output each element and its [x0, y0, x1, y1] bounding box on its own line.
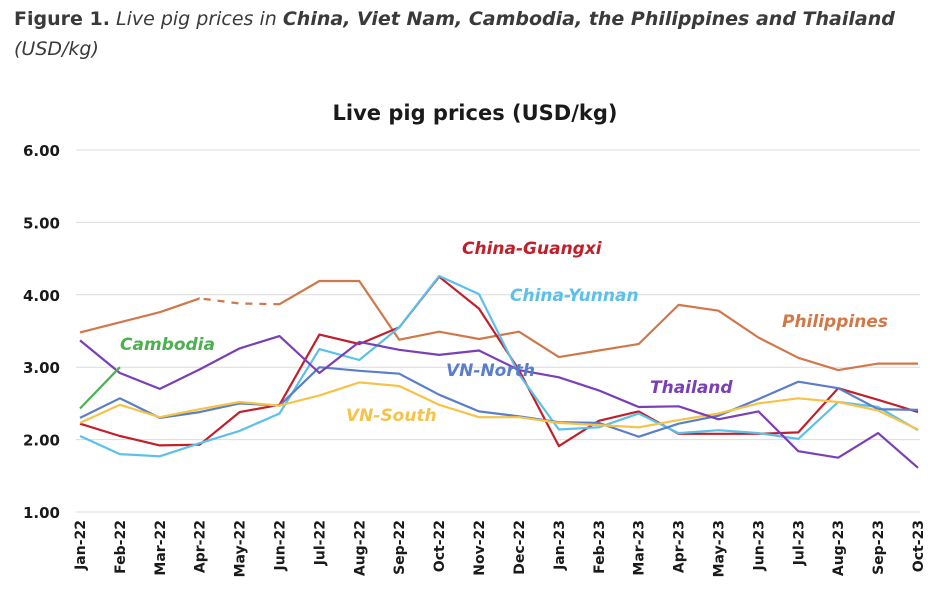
y-tick-label: 3.00 [23, 359, 60, 377]
x-tick-label: Mar-22 [153, 520, 169, 576]
x-tick-label: Jul-22 [312, 520, 328, 566]
series-line-cambodia [79, 366, 121, 410]
series-label-vn-south: VN-South [346, 406, 437, 426]
x-tick-label: Sep-22 [392, 520, 408, 575]
x-tick-label: Mar-23 [632, 520, 648, 576]
y-tick-label: 5.00 [23, 214, 60, 232]
y-tick-label: 1.00 [23, 504, 60, 522]
x-tick-label: Apr-22 [193, 520, 209, 573]
series-label-vn-north: VN-North [446, 361, 535, 381]
x-tick-label: Jun-22 [273, 520, 289, 571]
x-tick-label: Jan-23 [552, 520, 568, 571]
x-tick-label: Feb-23 [592, 520, 608, 574]
x-tick-label: Feb-22 [113, 520, 129, 574]
series-label-china-guangxi: China-Guangxi [462, 239, 603, 259]
x-tick-label: Jun-23 [751, 520, 767, 571]
series-label-philippines: Philippines [782, 312, 888, 332]
series-label-china-yunnan: China-Yunnan [510, 286, 639, 306]
caption-unit: (USD/kg) [14, 38, 99, 60]
x-tick-label: Dec-22 [512, 520, 528, 575]
series-line-china-yunnan [79, 274, 919, 458]
caption-countries: China, Viet Nam, Cambodia, the Philippin… [282, 8, 895, 30]
series-line-china-guangxi [79, 275, 919, 448]
x-tick-label: Oct-22 [432, 520, 448, 572]
caption-intro: Live pig prices in [115, 8, 277, 30]
series-lines [79, 274, 919, 469]
x-tick-label: Aug-22 [352, 520, 368, 576]
series-label-thailand: Thailand [650, 378, 733, 398]
x-tick-label: Jan-22 [73, 520, 89, 571]
x-tick-label: Apr-23 [672, 520, 688, 573]
x-tick-label: May-22 [233, 520, 249, 577]
gridlines [76, 149, 920, 513]
y-tick-label: 2.00 [23, 432, 60, 450]
series-label-cambodia: Cambodia [120, 335, 215, 355]
x-tick-label: Nov-22 [472, 520, 488, 576]
x-axis-ticks: Jan-22 Feb-22 Mar-22 Apr-22 May-22 Jun-22 Jul-… [73, 520, 927, 577]
x-tick-label: Oct-23 [911, 520, 927, 572]
x-tick-label: May-23 [711, 520, 727, 577]
x-tick-label: Aug-23 [831, 520, 847, 576]
series-labels: Philippines China-Guangxi China-Yunnan VN-N… [120, 239, 888, 426]
series-line-vn-north [79, 366, 919, 438]
series-line-vn-south [79, 381, 919, 431]
y-tick-label: 4.00 [23, 287, 60, 305]
y-axis-ticks: 1.00 2.00 3.00 4.00 5.00 6.00 [23, 142, 60, 522]
chart-title: Live pig prices (USD/kg) [333, 101, 618, 125]
caption-lead: Figure 1. [14, 8, 110, 30]
series-line-thailand [79, 335, 919, 469]
x-tick-label: Jul-23 [791, 520, 807, 566]
y-tick-label: 6.00 [23, 142, 60, 160]
figure-caption: Figure 1. Live pig prices in China, Viet… [14, 4, 914, 64]
x-tick-label: Sep-23 [871, 520, 887, 575]
series-dashed-segment-philippines [199, 296, 280, 306]
